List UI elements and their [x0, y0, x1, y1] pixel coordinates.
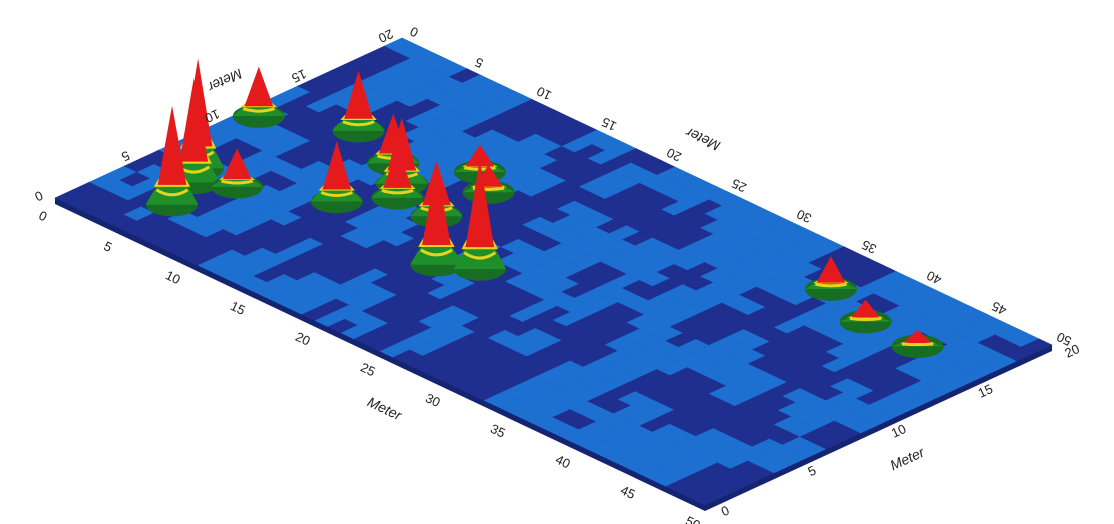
y-tick-label-back: 15	[289, 66, 308, 86]
peak-ring	[221, 179, 254, 185]
y-tick-label: 0	[719, 503, 732, 520]
x-tick-label-back: 40	[924, 268, 943, 288]
x-tick-label: 35	[488, 421, 507, 441]
peak-spike	[383, 148, 412, 188]
peak-spike	[179, 78, 209, 162]
front-edge	[55, 198, 705, 511]
x-tick-label: 5	[101, 238, 114, 255]
y-tick-label-back: 10	[203, 106, 222, 126]
x-tick-label-back: 30	[794, 206, 813, 226]
peak-spike	[322, 141, 352, 190]
x-tick-label: 20	[293, 329, 312, 349]
y-axis-title: Meter	[887, 443, 927, 473]
peak	[371, 148, 424, 210]
peak-spike	[465, 159, 495, 248]
right-edge	[705, 345, 1052, 511]
x-tick-label: 40	[553, 452, 572, 472]
peak-ring	[420, 248, 453, 257]
peak	[232, 66, 285, 128]
x-tick-label-back: 10	[534, 84, 553, 104]
x-tick-label-back: 45	[989, 298, 1008, 318]
y-axis-title-back: Meter	[204, 66, 244, 96]
peak	[310, 141, 363, 214]
peak	[839, 299, 892, 334]
peak	[211, 148, 264, 199]
peak-ring	[342, 120, 375, 127]
tick-labels: 0510152025303540455005101520253035404550…	[32, 24, 1081, 524]
peak-spike	[222, 148, 252, 180]
y-tick-label: 15	[976, 381, 995, 401]
x-tick-label: 15	[228, 298, 247, 318]
peak-spike	[157, 105, 187, 185]
x-tick-label: 45	[618, 482, 637, 502]
x-tick-label-back: 25	[729, 176, 748, 196]
x-tick-label: 0	[36, 208, 49, 225]
peaks-layer	[146, 58, 944, 358]
peak-spike	[344, 70, 373, 119]
peak-spike	[903, 329, 932, 343]
peak-spike	[422, 165, 451, 245]
peak-ring	[155, 188, 189, 197]
peak-spike	[851, 299, 880, 318]
x-tick-label: 30	[423, 390, 442, 410]
peak-ring	[849, 316, 882, 322]
x-tick-label: 25	[358, 360, 377, 380]
x-tick-label-back: 20	[664, 145, 683, 165]
x-tick-label: 10	[163, 267, 182, 287]
x-tick-label-back: 50	[1054, 329, 1073, 349]
peak	[891, 329, 944, 358]
y-tick-label-back: 0	[32, 188, 45, 205]
y-tick-label: 5	[805, 463, 818, 480]
peak	[804, 256, 857, 301]
peak-spike	[244, 66, 274, 107]
peak-spike	[816, 256, 846, 283]
peak-ring	[901, 342, 934, 347]
x-tick-label: 50	[683, 513, 702, 524]
x-tick-label-back: 15	[599, 114, 618, 134]
x-tick-label-back: 5	[473, 54, 486, 71]
peak-ring	[381, 188, 414, 195]
x-tick-label-back: 35	[859, 237, 878, 257]
peak-spike	[465, 144, 495, 167]
peak	[410, 165, 463, 277]
peak-ring	[242, 107, 275, 113]
peak	[453, 159, 506, 281]
peak	[332, 70, 385, 143]
peak-ring	[463, 251, 497, 260]
y-tick-label: 10	[889, 421, 908, 441]
y-tick-label: 20	[1062, 341, 1081, 361]
peak-ring	[320, 191, 353, 197]
x-axis-title-back: Meter	[682, 124, 722, 154]
y-tick-label-back: 20	[376, 26, 395, 46]
peak	[146, 105, 199, 217]
x-axis-title: Meter	[365, 393, 405, 423]
x-tick-label-back: 0	[408, 24, 421, 41]
y-tick-label-back: 5	[119, 148, 132, 165]
peak-ring	[815, 282, 847, 288]
